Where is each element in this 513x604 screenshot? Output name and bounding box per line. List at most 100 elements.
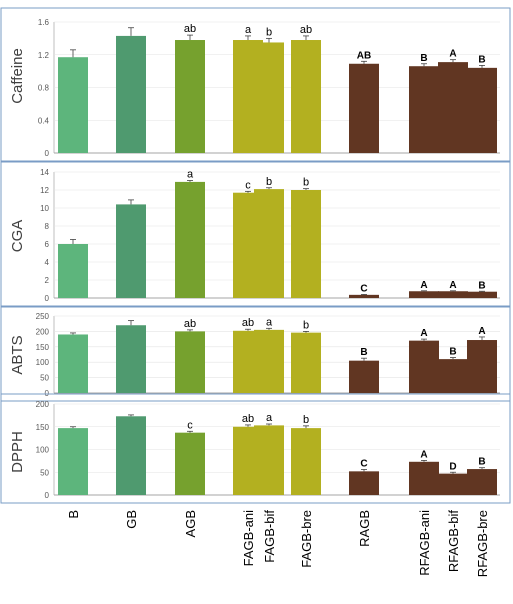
- bar-RFAGB-bif: [438, 62, 468, 153]
- y-tick-label: 0: [45, 294, 50, 303]
- bar-AGB: [175, 181, 205, 298]
- significance-label: b: [303, 319, 309, 331]
- significance-label: b: [266, 176, 272, 188]
- chart-panel-1: 0 2 4 6 8 10 12 14 CGA a c b b C A A B: [0, 161, 511, 307]
- bar-RFAGB-bif: [438, 473, 468, 495]
- bar-RFAGB-ani: [409, 461, 439, 495]
- significance-label: b: [303, 177, 309, 189]
- bar-GB: [116, 204, 146, 298]
- significance-label: a: [266, 412, 273, 424]
- significance-label: AB: [357, 50, 371, 61]
- y-tick-label: 6: [45, 240, 50, 249]
- bar-RAGB: [349, 63, 379, 153]
- significance-label: B: [478, 457, 485, 468]
- significance-label: B: [420, 53, 427, 64]
- significance-label: ab: [184, 23, 196, 35]
- bar-AGB: [175, 432, 205, 495]
- bar-B: [58, 334, 88, 393]
- bar-GB: [116, 35, 146, 154]
- significance-label: ab: [242, 317, 254, 329]
- x-category-label: FAGB-bif: [262, 510, 277, 563]
- significance-label: b: [266, 26, 272, 38]
- bar-RFAGB-bre: [467, 469, 497, 495]
- significance-label: A: [478, 326, 485, 337]
- bar-FAGB-bif: [254, 42, 284, 153]
- significance-label: B: [360, 347, 367, 358]
- bar-GB: [116, 325, 146, 393]
- bar-FAGB-bif: [254, 189, 284, 298]
- bar-RFAGB-ani: [409, 291, 439, 298]
- significance-label: ab: [300, 24, 312, 36]
- y-tick-label: 200: [36, 327, 50, 336]
- significance-label: a: [245, 24, 252, 36]
- bar-GB: [116, 416, 146, 495]
- y-tick-label: 1.6: [38, 18, 50, 27]
- y-tick-label: 150: [36, 423, 50, 432]
- panel-frame: [0, 306, 511, 402]
- bar-RAGB: [349, 360, 379, 393]
- significance-label: a: [187, 169, 194, 181]
- bar-FAGB-bre: [291, 40, 321, 154]
- x-category-label: GB: [124, 510, 139, 529]
- y-tick-label: 200: [36, 400, 50, 409]
- y-tick-label: 10: [40, 204, 49, 213]
- y-axis-label: DPPH: [9, 431, 26, 473]
- significance-label: A: [420, 449, 427, 460]
- bar-FAGB-bre: [291, 332, 321, 393]
- y-tick-label: 8: [45, 222, 50, 231]
- x-category-label: RFAGB-bre: [475, 510, 490, 577]
- y-axis-label: CGA: [9, 220, 26, 253]
- x-category-label: AGB: [183, 510, 198, 537]
- significance-label: c: [187, 419, 193, 431]
- y-tick-label: 0: [45, 491, 50, 500]
- bar-RFAGB-bre: [467, 291, 497, 298]
- panel-frame: [0, 393, 511, 504]
- significance-label: B: [449, 347, 456, 358]
- x-category-label: RFAGB-ani: [417, 510, 432, 576]
- bar-RFAGB-ani: [409, 66, 439, 153]
- bar-RFAGB-ani: [409, 340, 439, 393]
- y-tick-label: 1.2: [38, 51, 50, 60]
- significance-label: C: [360, 459, 367, 470]
- significance-label: A: [449, 280, 456, 291]
- significance-label: ab: [242, 413, 254, 425]
- y-tick-label: 100: [36, 446, 50, 455]
- bar-B: [58, 57, 88, 153]
- bar-RFAGB-bre: [467, 340, 497, 393]
- y-tick-label: 0.8: [38, 84, 50, 93]
- significance-label: A: [420, 280, 427, 291]
- panel-frame: [0, 7, 511, 162]
- y-tick-label: 0: [45, 149, 50, 158]
- bar-B: [58, 244, 88, 298]
- bar-B: [58, 428, 88, 495]
- bar-RAGB: [349, 471, 379, 495]
- bar-RFAGB-bif: [438, 359, 468, 393]
- y-axis-label: ABTS: [9, 335, 26, 374]
- significance-label: C: [360, 283, 367, 294]
- significance-label: a: [266, 316, 273, 328]
- bar-FAGB-bre: [291, 190, 321, 298]
- significance-label: A: [420, 328, 427, 339]
- x-category-label: RAGB: [357, 510, 372, 547]
- significance-label: D: [449, 461, 456, 472]
- bar-RAGB: [349, 294, 379, 298]
- x-category-label: B: [66, 510, 81, 519]
- y-tick-label: 14: [40, 168, 49, 177]
- bar-FAGB-bre: [291, 428, 321, 495]
- y-tick-label: 12: [40, 186, 49, 195]
- bar-AGB: [175, 331, 205, 393]
- bar-AGB: [175, 40, 205, 154]
- y-tick-label: 50: [40, 468, 49, 477]
- y-tick-label: 50: [40, 374, 49, 383]
- significance-label: b: [303, 414, 309, 426]
- y-axis-label: Caffeine: [9, 48, 26, 104]
- y-tick-label: 4: [45, 258, 50, 267]
- x-category-label: FAGB-ani: [241, 510, 256, 566]
- significance-label: ab: [184, 318, 196, 330]
- x-category-label: FAGB-bre: [299, 510, 314, 568]
- significance-label: A: [449, 49, 456, 60]
- bar-RFAGB-bif: [438, 291, 468, 298]
- y-tick-label: 0.4: [38, 116, 50, 125]
